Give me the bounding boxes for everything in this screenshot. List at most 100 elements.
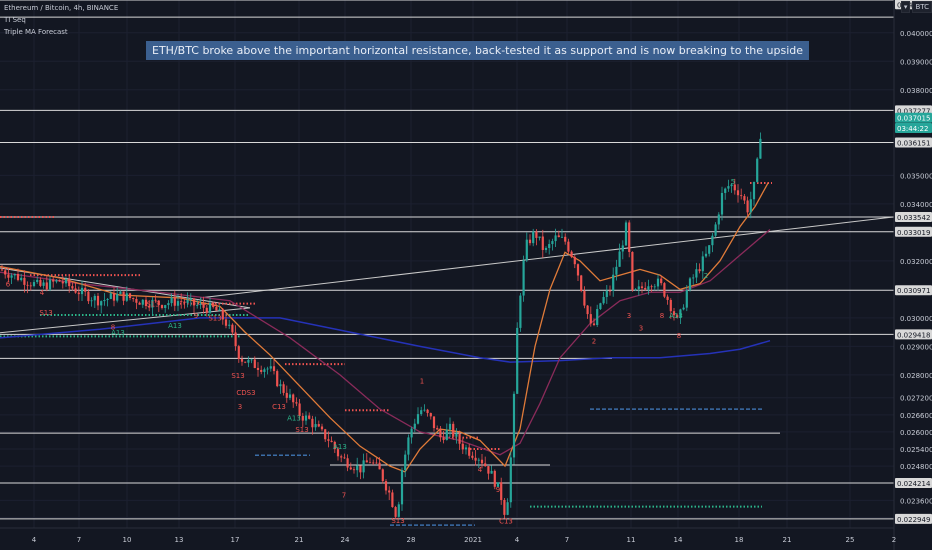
candle-body	[375, 462, 378, 464]
candle-body	[71, 286, 74, 289]
candle-body	[516, 327, 519, 394]
candle-body	[32, 282, 36, 287]
candle-body	[618, 251, 621, 267]
candle-body	[557, 235, 560, 238]
candle-body	[538, 236, 541, 238]
candle-body	[554, 235, 557, 242]
price-tag-label: 03:44:22	[897, 125, 928, 133]
candle-body	[605, 290, 608, 297]
candle-body	[490, 470, 493, 474]
candle-body	[7, 274, 10, 278]
candle-body	[96, 295, 100, 306]
seq-label: A13	[168, 322, 182, 330]
candle-body	[132, 297, 135, 299]
currency-selector[interactable]: ▾ BTC	[900, 1, 932, 13]
candle-body	[122, 291, 125, 301]
candle-body	[45, 282, 48, 290]
candle-body	[474, 457, 477, 461]
time-axis[interactable]: 4 7 10 13 17 21 24 28 2021 4 7 11 14 18 21 25 2	[0, 527, 896, 544]
price-axis[interactable]: 0.040000 0.039000 0.038000 0.035000 0.034000…	[893, 0, 932, 550]
candle-body	[116, 294, 119, 301]
candle-body	[506, 502, 509, 515]
candle-body	[215, 307, 218, 311]
candle-body	[330, 440, 333, 442]
candle-body	[183, 301, 186, 303]
time-tick-label: 13	[175, 536, 184, 544]
candle-body	[61, 281, 64, 284]
candle-body	[551, 241, 554, 245]
candle-body	[218, 309, 221, 311]
time-tick-label: 14	[674, 536, 683, 544]
candle-body	[493, 470, 496, 487]
candle-body	[39, 279, 42, 286]
candle-body	[298, 403, 301, 416]
time-tick-label: 10	[123, 536, 132, 544]
indicator-ti-seq[interactable]: TI Seq	[4, 16, 26, 24]
candle-body	[346, 458, 349, 468]
price-tag-label: 0.033542	[897, 214, 930, 222]
candle-body	[746, 200, 749, 213]
candle-body	[36, 279, 39, 283]
candle-body	[660, 278, 663, 284]
candle-body	[733, 184, 736, 191]
moving-averages	[0, 182, 771, 473]
candle-body	[692, 277, 695, 279]
candle-body	[404, 454, 407, 470]
price-tag-label: 0.037277	[897, 107, 930, 115]
candle-body	[525, 239, 528, 261]
candle-body	[333, 441, 336, 450]
price-tag-box	[895, 226, 932, 237]
candle-body	[448, 423, 452, 430]
candle-body	[413, 423, 416, 429]
candle-body	[260, 369, 263, 372]
candle-body	[512, 393, 516, 458]
candle-body	[58, 280, 61, 282]
candle-body	[500, 482, 503, 500]
candle-body	[503, 499, 506, 515]
candle-body	[400, 469, 404, 505]
currency-label[interactable]: BTC	[912, 1, 932, 13]
candle-body	[224, 319, 228, 326]
candle-body	[64, 279, 68, 284]
candle-body	[48, 279, 52, 290]
price-tag-box	[895, 477, 932, 488]
symbol-title[interactable]: Ethereum / Bitcoin, 4h, BINANCE	[4, 4, 119, 12]
candle-body	[602, 296, 605, 304]
candle-body	[612, 274, 615, 291]
candle-body	[292, 394, 295, 403]
currency-dropdown-icon[interactable]: ▾	[900, 1, 911, 13]
candle-body	[388, 490, 391, 493]
candle-body	[176, 301, 180, 306]
price-tag-label: 0.033019	[897, 229, 930, 237]
annotation-callout[interactable]: ETH/BTC broke above the important horizo…	[146, 41, 810, 60]
candle-body	[599, 303, 602, 310]
seq-label: 7	[342, 491, 346, 499]
seq-label: A13	[669, 312, 683, 320]
seq-label: 3	[639, 325, 643, 333]
candle-body	[311, 418, 314, 428]
time-tick-label: 28	[407, 536, 416, 544]
indicator-triple-ma[interactable]: Triple MA Forecast	[4, 28, 68, 36]
candle-body	[688, 278, 692, 291]
candle-body	[724, 188, 727, 193]
candle-body	[74, 288, 77, 293]
candle-body	[208, 302, 212, 313]
seq-label: S13	[39, 309, 52, 317]
candle-body	[29, 285, 32, 287]
candle-body	[544, 247, 548, 250]
candle-body	[615, 266, 618, 275]
candle-body	[141, 299, 144, 305]
candle-body	[228, 324, 231, 326]
price-tag-label: 0.036151	[897, 140, 930, 148]
candle-body	[148, 306, 151, 308]
candle-body	[573, 256, 576, 265]
candle-body	[730, 184, 733, 187]
candle-body	[711, 235, 714, 246]
candle-body	[580, 275, 583, 291]
candle-body	[548, 244, 551, 248]
candle-body	[378, 462, 381, 470]
candle-body	[160, 305, 164, 309]
candle-body	[624, 222, 628, 246]
